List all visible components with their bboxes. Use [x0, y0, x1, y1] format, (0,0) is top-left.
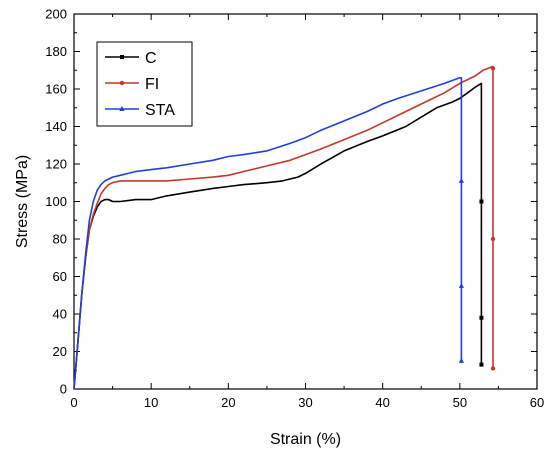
- series-line-c: [73, 82, 483, 390]
- y-tick-label: 40: [53, 307, 67, 322]
- legend-marker-sta: [119, 106, 125, 111]
- series-line-sta: [73, 77, 463, 390]
- x-tick-label: 50: [453, 395, 467, 410]
- legend-label-sta: STA: [145, 102, 175, 119]
- legend-marker-c: [120, 55, 124, 59]
- legend-box: [96, 41, 193, 127]
- y-tick-label: 160: [45, 82, 67, 97]
- y-tick-label: 60: [53, 269, 67, 284]
- y-tick-label: 140: [45, 119, 67, 134]
- x-tick-label: 40: [375, 395, 389, 410]
- x-tick-label: 30: [298, 395, 312, 410]
- data-point-fi: [490, 66, 496, 71]
- legend-label-c: C: [145, 50, 157, 67]
- y-axis-title: Stress (MPa): [14, 155, 31, 248]
- x-axis-title: Strain (%): [270, 431, 341, 448]
- data-point-c: [479, 199, 484, 204]
- y-tick-label: 180: [45, 44, 67, 59]
- y-tick-label: 100: [45, 194, 67, 209]
- data-point-sta: [458, 177, 464, 183]
- data-point-sta: [458, 357, 464, 363]
- data-point-c: [479, 362, 484, 367]
- y-tick-label: 0: [60, 382, 67, 397]
- series-line-fi: [73, 65, 494, 390]
- data-point-fi: [490, 366, 496, 371]
- legend-marker-fi: [119, 80, 125, 86]
- x-tick-label: 0: [70, 395, 77, 410]
- data-point-fi: [490, 236, 496, 242]
- y-tick-label: 120: [45, 157, 67, 172]
- y-tick-label: 20: [53, 344, 67, 359]
- y-tick-label: 80: [53, 232, 67, 247]
- data-point-sta: [458, 282, 464, 288]
- x-tick-label: 60: [530, 395, 544, 410]
- plot-area: 0 10 20 30 40 50 60 0 20 40 60 80 100 120 140 160 180 200…: [45, 7, 544, 411]
- legend-label-fi: FI: [145, 76, 159, 93]
- data-point-c: [479, 315, 484, 320]
- x-tick-label: 20: [221, 395, 235, 410]
- x-tick-label: 10: [144, 395, 158, 410]
- y-tick-label: 200: [45, 7, 67, 22]
